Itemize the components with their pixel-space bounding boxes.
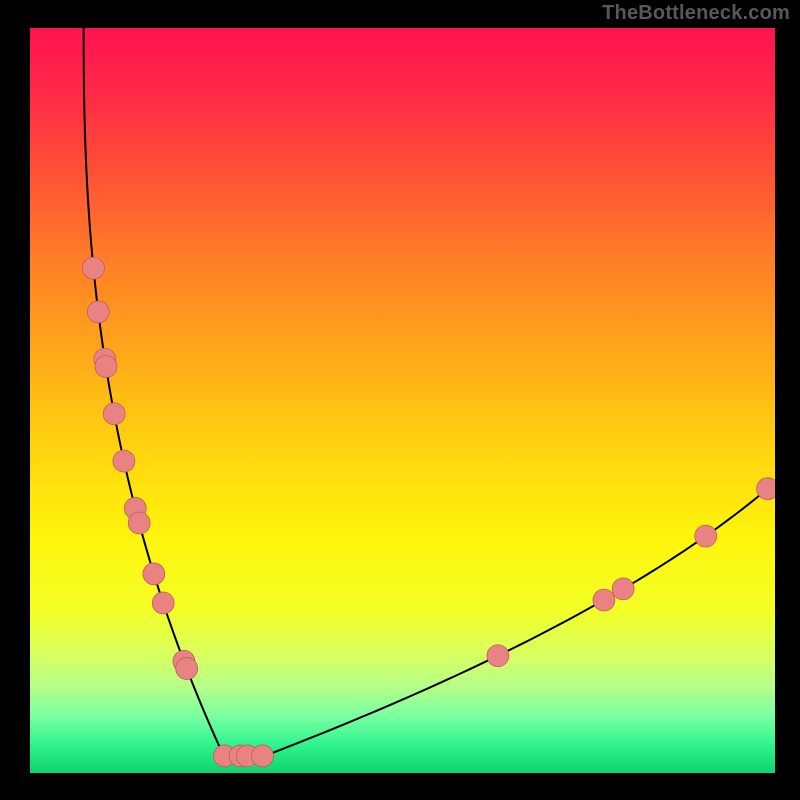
gradient-background <box>30 28 775 773</box>
marker-left-11 <box>176 658 198 680</box>
marker-left-4 <box>103 403 125 425</box>
marker-left-5 <box>113 450 135 472</box>
chart-frame: TheBottleneck.com <box>0 0 800 800</box>
chart-svg <box>30 28 775 773</box>
plot-area <box>30 28 775 773</box>
marker-right-2 <box>695 525 717 547</box>
marker-right-1 <box>757 478 775 500</box>
marker-left-0 <box>82 257 104 279</box>
marker-left-7 <box>128 512 150 534</box>
marker-right-4 <box>593 589 615 611</box>
marker-flat-3 <box>251 745 273 767</box>
marker-right-3 <box>612 578 634 600</box>
marker-left-3 <box>95 355 117 377</box>
marker-left-8 <box>143 563 165 585</box>
marker-left-9 <box>152 592 174 614</box>
marker-left-1 <box>87 301 109 323</box>
marker-right-5 <box>487 645 509 667</box>
watermark-text: TheBottleneck.com <box>602 2 790 25</box>
